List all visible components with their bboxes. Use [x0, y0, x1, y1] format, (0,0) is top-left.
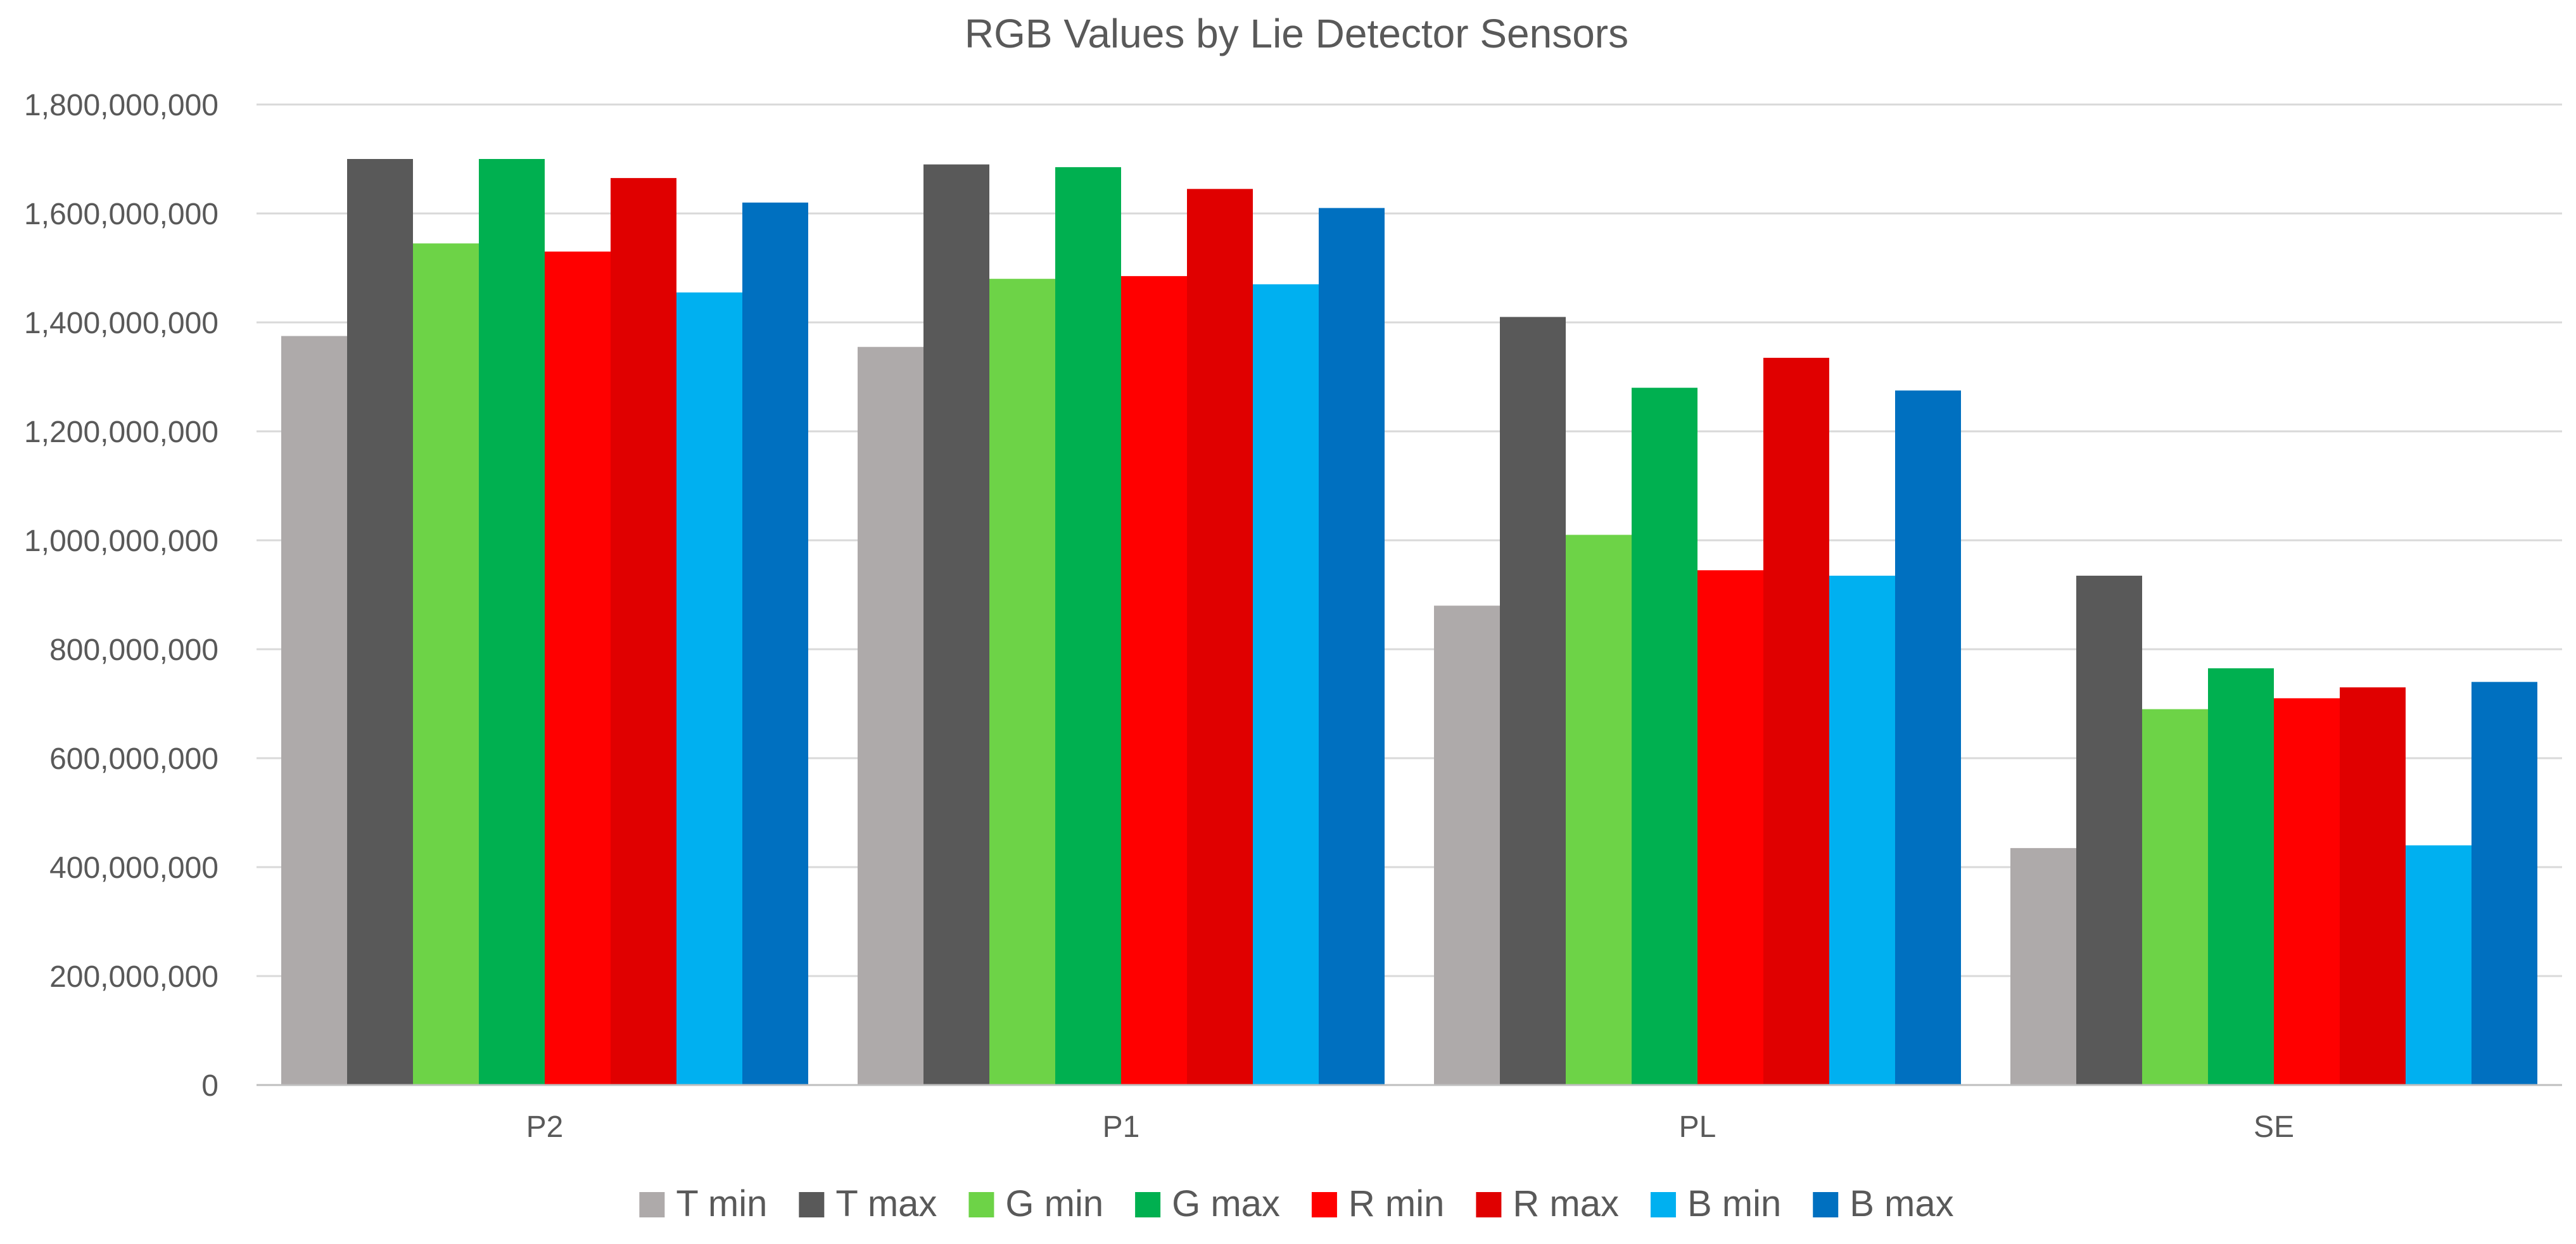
- bar-p2-b-min: [676, 292, 742, 1086]
- y-axis-tick-labels: 0 200,000,000 400,000,000 600,000,000 800,00…: [24, 89, 219, 1103]
- bar-p2-r-max: [611, 178, 676, 1086]
- bar-p2-g-max: [479, 159, 545, 1085]
- bar-se-b-max: [2471, 682, 2537, 1085]
- y-tick-label: 1,600,000,000: [24, 198, 219, 231]
- legend-item: T min: [639, 1183, 767, 1224]
- bar-p1-r-min: [1121, 276, 1187, 1085]
- legend: T min T max G min G max R min R max B min B max: [639, 1183, 1954, 1224]
- bar-pl-t-min: [1434, 606, 1500, 1085]
- legend-label: G min: [1005, 1183, 1103, 1224]
- bar-se-b-min: [2406, 845, 2471, 1085]
- legend-swatch: [1476, 1192, 1502, 1217]
- bar-pl-t-max: [1500, 317, 1566, 1085]
- legend-item: T max: [799, 1183, 937, 1224]
- bar-p1-b-min: [1253, 284, 1319, 1085]
- bar-pl-b-max: [1895, 390, 1961, 1085]
- bar-pl-r-min: [1697, 570, 1763, 1085]
- bar-p1-t-min: [858, 346, 923, 1086]
- y-tick-label: 1,000,000,000: [24, 524, 219, 558]
- bar-pl-g-max: [1632, 388, 1697, 1086]
- legend-item: B max: [1813, 1183, 1954, 1224]
- legend-swatch: [799, 1192, 825, 1217]
- legend-label: R min: [1348, 1183, 1444, 1224]
- y-tick-label: 0: [201, 1069, 219, 1103]
- legend-label: R max: [1513, 1183, 1619, 1224]
- bar-p1-g-max: [1055, 167, 1121, 1085]
- legend-item: G max: [1135, 1183, 1280, 1224]
- legend-swatch: [1650, 1192, 1676, 1217]
- bar-p1-b-max: [1319, 208, 1385, 1085]
- x-axis-category-labels: P2 P1 PL SE: [526, 1110, 2294, 1144]
- legend-swatch: [1311, 1192, 1337, 1217]
- legend-item: G min: [968, 1183, 1103, 1224]
- y-tick-label: 400,000,000: [49, 851, 219, 885]
- chart-title: RGB Values by Lie Detector Sensors: [965, 11, 1628, 56]
- bar-pl-g-min: [1566, 535, 1632, 1085]
- bar-se-t-max: [2076, 575, 2142, 1085]
- bar-p2-r-min: [545, 251, 611, 1086]
- y-tick-label: 1,800,000,000: [24, 89, 219, 122]
- y-tick-label: 600,000,000: [49, 742, 219, 776]
- legend-label: T max: [835, 1183, 937, 1224]
- legend-swatch: [639, 1192, 665, 1217]
- legend-label: T min: [676, 1183, 767, 1224]
- legend-swatch: [968, 1192, 994, 1217]
- legend-label: G max: [1172, 1183, 1280, 1224]
- bar-se-t-min: [2010, 847, 2076, 1085]
- bar-pl-b-min: [1829, 575, 1895, 1085]
- y-tick-label: 1,400,000,000: [24, 307, 219, 340]
- legend-label: B max: [1850, 1183, 1953, 1224]
- y-tick-label: 1,200,000,000: [24, 416, 219, 449]
- bar-p2-g-min: [413, 243, 479, 1085]
- category-label: PL: [1679, 1110, 1716, 1144]
- bar-p1-g-min: [989, 279, 1055, 1086]
- bar-se-r-min: [2274, 698, 2340, 1085]
- legend-swatch: [1135, 1192, 1161, 1217]
- bar-p2-b-max: [742, 202, 808, 1085]
- legend-swatch: [1813, 1192, 1839, 1217]
- y-tick-label: 800,000,000: [49, 633, 219, 667]
- legend-label: B min: [1687, 1183, 1781, 1224]
- bars: [281, 159, 2537, 1086]
- bar-pl-r-max: [1763, 357, 1829, 1085]
- bar-se-g-max: [2208, 668, 2274, 1085]
- bar-p2-t-min: [281, 336, 347, 1085]
- legend-item: R max: [1476, 1183, 1619, 1224]
- category-label: SE: [2254, 1110, 2294, 1144]
- bar-p1-r-max: [1187, 189, 1253, 1085]
- bar-se-g-min: [2142, 709, 2208, 1085]
- y-tick-label: 200,000,000: [49, 960, 219, 994]
- legend-item: B min: [1650, 1183, 1781, 1224]
- legend-item: R min: [1311, 1183, 1444, 1224]
- category-label: P2: [526, 1110, 564, 1144]
- category-label: P1: [1103, 1110, 1140, 1144]
- bar-p2-t-max: [347, 159, 413, 1085]
- bar-p1-t-max: [923, 164, 989, 1086]
- bar-se-r-max: [2340, 687, 2406, 1085]
